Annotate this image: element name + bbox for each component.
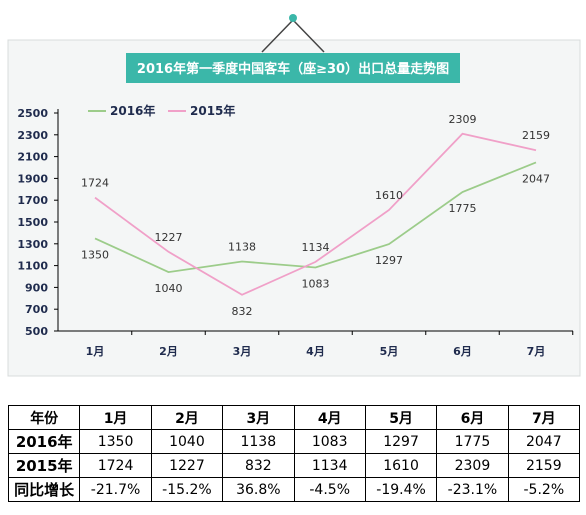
data-label: 1610 xyxy=(375,189,403,202)
table-header-cell: 年份 xyxy=(7,405,81,430)
table-cell: -15.2% xyxy=(150,477,224,502)
y-tick-label: 500 xyxy=(25,325,48,338)
x-tick-label: 4月 xyxy=(306,345,325,358)
table-cell: 1138 xyxy=(222,429,295,454)
table-header-cell: 2月 xyxy=(150,405,224,430)
table-cell: -21.7% xyxy=(79,477,152,502)
table-header-cell: 4月 xyxy=(293,405,366,430)
table-cell: 1297 xyxy=(364,429,438,454)
x-tick-label: 6月 xyxy=(453,345,472,358)
table-body: 2016年 1350 1040 1138 1083 1297 1775 2047 2015年 17… xyxy=(7,429,581,502)
table-cell: 2047 xyxy=(507,429,581,454)
y-tick-label: 1100 xyxy=(17,260,48,273)
table-row-label: 2016年 xyxy=(7,429,81,454)
series-line-0 xyxy=(94,161,537,274)
chart-panel xyxy=(7,39,581,377)
title-banner xyxy=(126,53,460,83)
y-tick-label: 1900 xyxy=(17,172,48,185)
table-cell: 1610 xyxy=(364,453,438,478)
table-row-label: 同比增长 xyxy=(7,477,81,502)
table-cell: -5.2% xyxy=(507,477,581,502)
legend-label: 2015年 xyxy=(190,103,235,118)
table-cell: 36.8% xyxy=(222,477,295,502)
x-tick-label: 2月 xyxy=(159,345,178,358)
y-tick-label: 1300 xyxy=(17,238,48,251)
x-axis: 1月 2月 3月 4月 5月 6月 7月 xyxy=(58,330,574,358)
y-tick-label: 1700 xyxy=(17,194,48,207)
y-tick-label: 2500 xyxy=(17,107,48,120)
y-tick-label: 700 xyxy=(25,303,48,316)
table-cell: 2309 xyxy=(436,453,509,478)
table-cell: 1134 xyxy=(293,453,366,478)
table-cell: 1040 xyxy=(150,429,224,454)
x-tick-label: 1月 xyxy=(86,345,105,358)
table-cell: 1083 xyxy=(293,429,366,454)
y-axis: 2500 2300 2100 1900 1700 1500 1300 1100 900 700 50… xyxy=(17,107,59,338)
table-header-cell: 5月 xyxy=(364,405,438,430)
x-tick-label: 7月 xyxy=(527,345,546,358)
y-tick-label: 2100 xyxy=(17,151,48,164)
table-row-label: 2015年 xyxy=(7,453,81,478)
x-tick-label: 3月 xyxy=(233,345,252,358)
data-label: 1134 xyxy=(302,241,330,254)
data-label: 1138 xyxy=(228,240,256,253)
table-header-cell: 1月 xyxy=(79,405,152,430)
table-cell: 1350 xyxy=(79,429,152,454)
data-label: 1350 xyxy=(81,248,109,261)
data-label: 832 xyxy=(232,305,253,318)
table-cell: -23.1% xyxy=(436,477,509,502)
table-cell: -19.4% xyxy=(364,477,438,502)
data-label: 1083 xyxy=(302,277,330,290)
series-line-1 xyxy=(94,132,537,296)
data-label: 1724 xyxy=(81,177,109,190)
data-table: 年份 1月 2月 3月 4月 5月 6月 7月 2016年 1350 1040 1138 1083 12… xyxy=(7,405,581,502)
table-cell: 832 xyxy=(222,453,295,478)
table-cell: 1775 xyxy=(436,429,509,454)
table-header-row: 年份 1月 2月 3月 4月 5月 6月 7月 xyxy=(7,405,581,430)
chart-title: 2016年第一季度中国客车（座≥30）出口总量走势图 xyxy=(137,61,449,77)
data-label: 1297 xyxy=(375,254,403,267)
line-chart: 2016年第一季度中国客车（座≥30）出口总量走势图 2500 2300 2100 1… xyxy=(7,14,581,377)
legend-label: 2016年 xyxy=(110,103,155,118)
data-label: 2047 xyxy=(522,172,550,185)
y-tick-label: 2300 xyxy=(17,129,48,142)
table-row: 2016年 1350 1040 1138 1083 1297 1775 2047 xyxy=(7,429,581,454)
data-label: 1227 xyxy=(155,231,183,244)
table-header-cell: 6月 xyxy=(436,405,509,430)
table-cell: -4.5% xyxy=(293,477,366,502)
data-label: 2159 xyxy=(522,129,550,142)
table-header-cell: 7月 xyxy=(507,405,581,430)
data-label: 1040 xyxy=(155,282,183,295)
table-cell: 1227 xyxy=(150,453,224,478)
series-lines xyxy=(94,132,537,296)
table-header-cell: 3月 xyxy=(222,405,295,430)
y-tick-label: 900 xyxy=(25,281,48,294)
data-label: 1775 xyxy=(449,202,477,215)
data-label: 2309 xyxy=(449,113,477,126)
table-row: 同比增长 -21.7% -15.2% 36.8% -4.5% -19.4% -23.1% -5… xyxy=(7,477,581,502)
data-labels: 1350 1040 1138 1083 1297 1775 2047 1724 1227 832 1… xyxy=(81,113,550,318)
hanger xyxy=(261,14,325,53)
x-tick-label: 5月 xyxy=(380,345,399,358)
legend: 2016年 2015年 xyxy=(88,103,235,118)
table-row: 2015年 1724 1227 832 1134 1610 2309 2159 xyxy=(7,453,581,478)
table-cell: 1724 xyxy=(79,453,152,478)
table-cell: 2159 xyxy=(507,453,581,478)
y-tick-label: 1500 xyxy=(17,216,48,229)
